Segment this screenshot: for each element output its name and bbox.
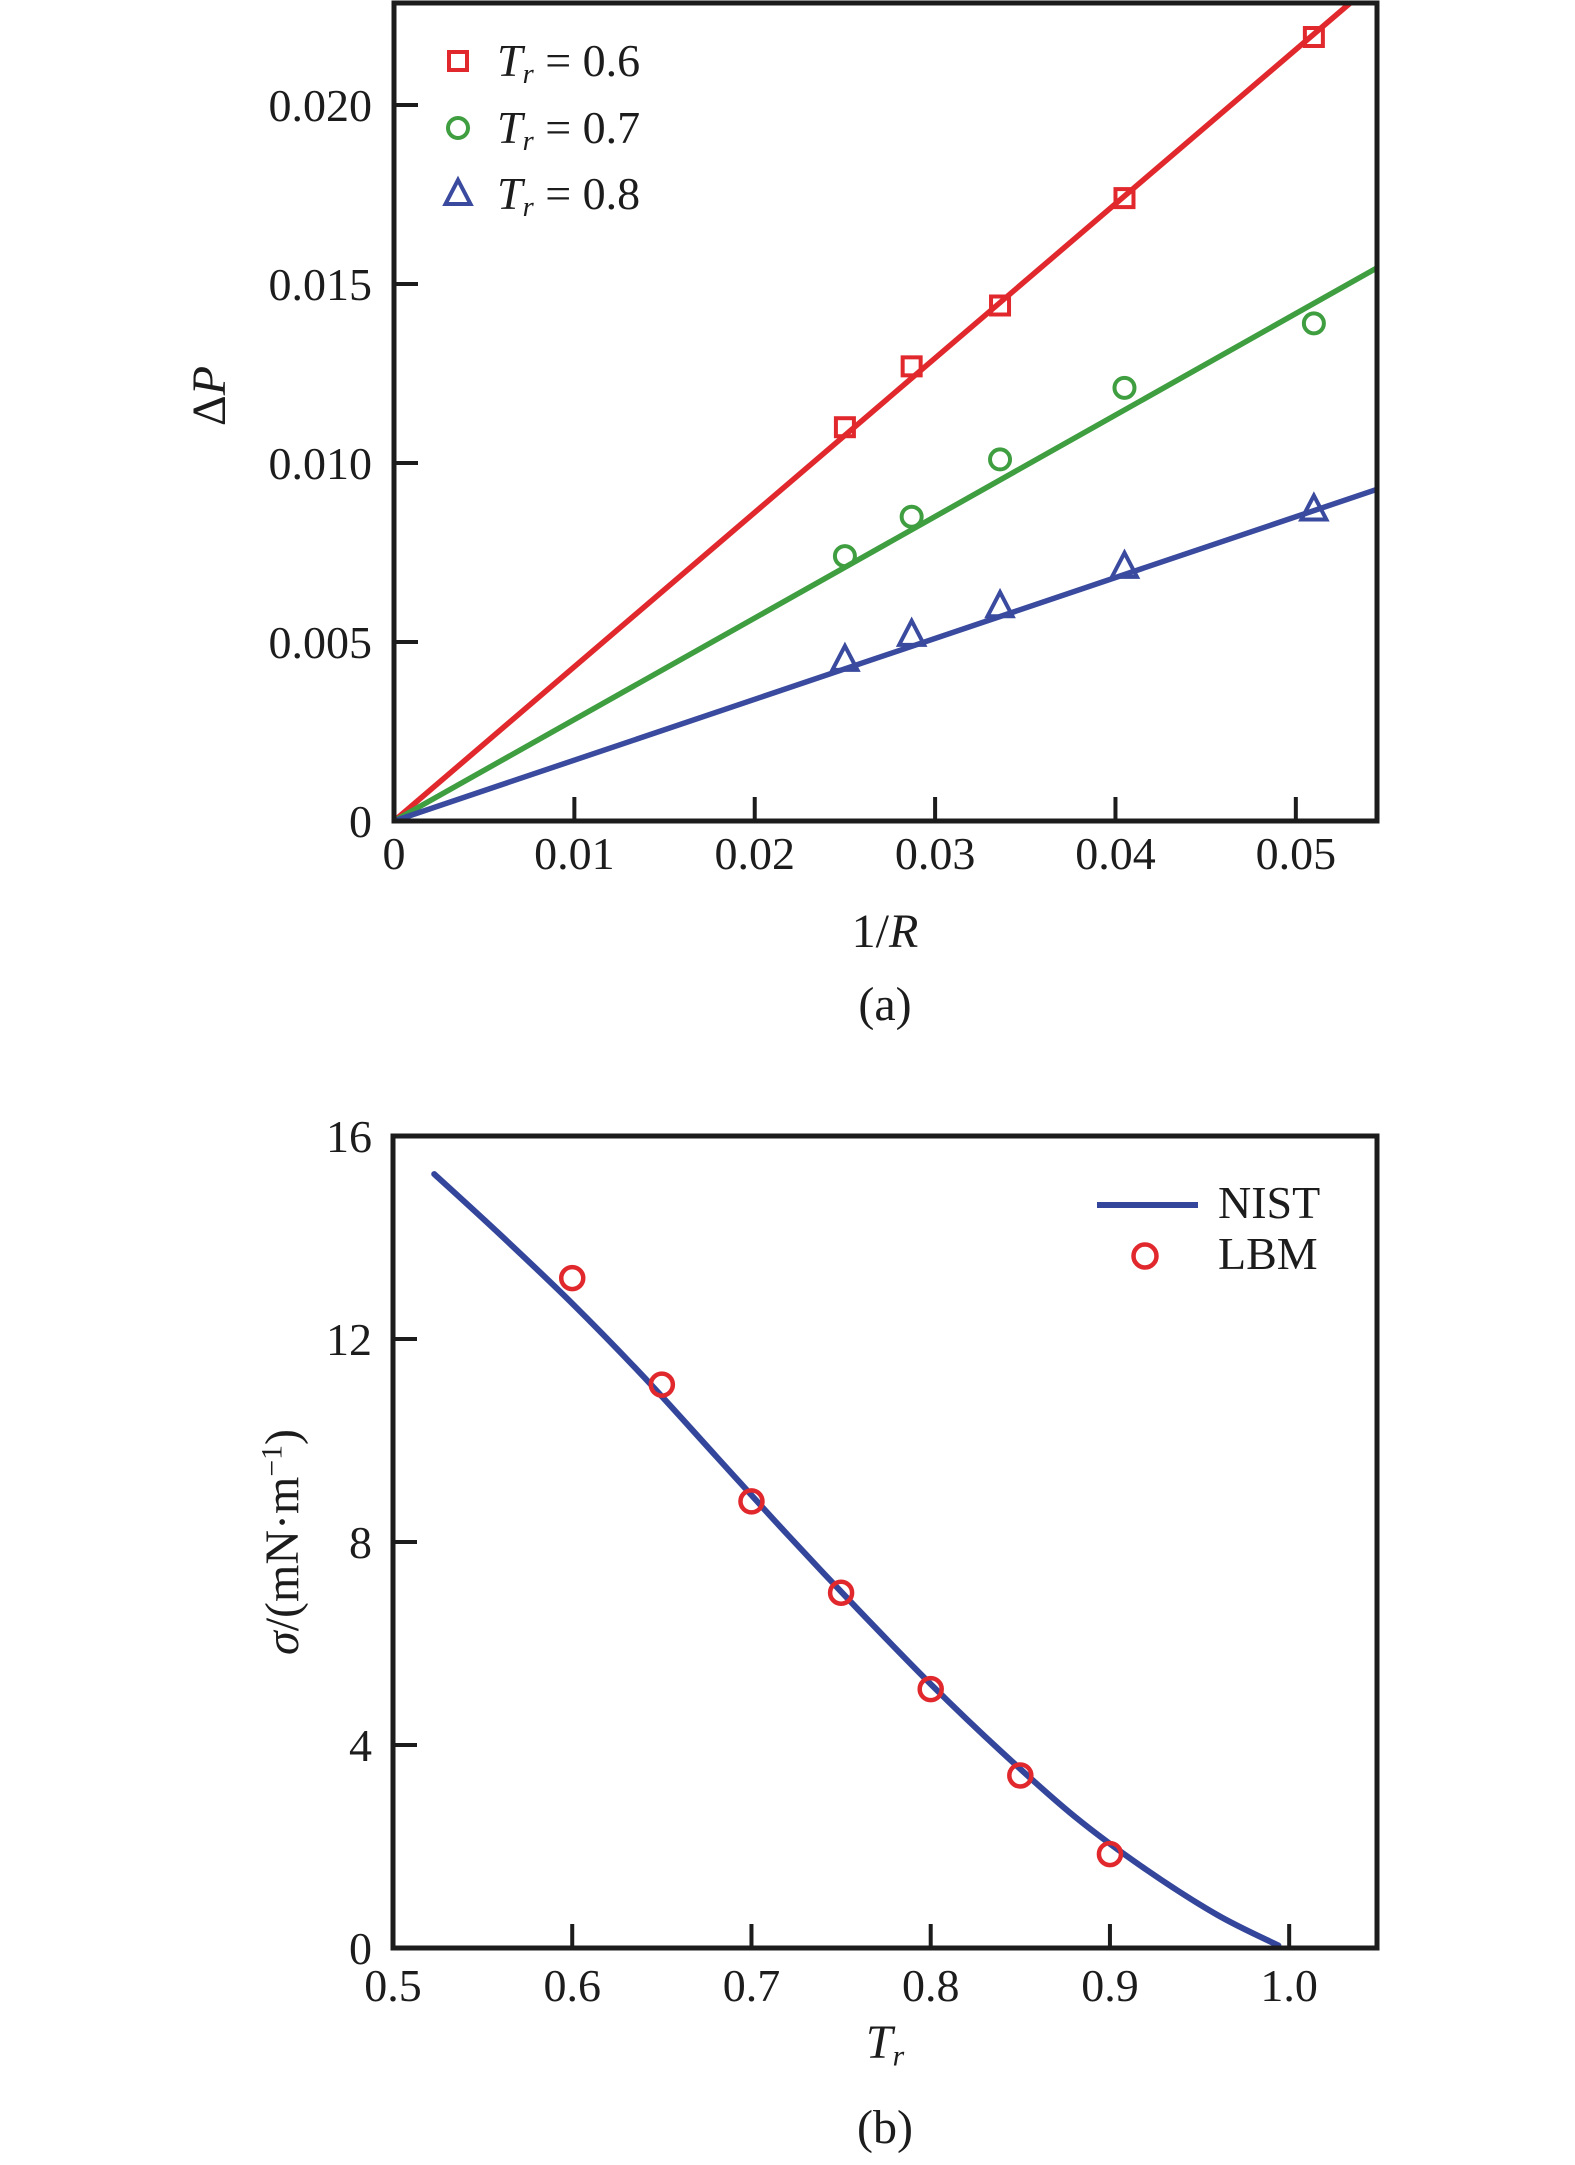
circle-marker xyxy=(827,1579,855,1606)
legend-a-item-1: Tr = 0.7 xyxy=(497,102,641,158)
circle-marker xyxy=(446,116,470,140)
caption-a: (a) xyxy=(858,978,912,1031)
series-tr-0-6 xyxy=(392,0,1353,824)
square-marker xyxy=(833,416,856,439)
tick-label: 0.7 xyxy=(723,1960,781,2011)
legend-b-item-1: LBM xyxy=(1218,1228,1318,1279)
legend-a-item-0: Tr = 0.6 xyxy=(497,35,641,91)
triangle-marker xyxy=(1298,491,1330,522)
square-marker xyxy=(1302,26,1325,49)
tick-label: 0.01 xyxy=(534,828,615,879)
tick-label: 0.8 xyxy=(902,1960,960,2011)
triangle-marker xyxy=(829,641,861,672)
fit-line xyxy=(392,265,1379,824)
tick-label: 0.02 xyxy=(714,828,795,879)
series-tr-0-7 xyxy=(392,265,1379,824)
legend-a-item-2: Tr = 0.8 xyxy=(497,168,641,224)
triangle-marker xyxy=(442,175,474,206)
circle-marker xyxy=(917,1675,944,1703)
fit-line xyxy=(393,486,1378,824)
tick-label: 0 xyxy=(349,796,372,847)
tick-label: 16 xyxy=(326,1111,372,1162)
tick-label: 0.03 xyxy=(895,828,976,879)
series-lbm xyxy=(558,1264,1124,1868)
tick-label: 0.015 xyxy=(269,259,373,310)
square-marker xyxy=(900,355,923,378)
chart-a: 0 0.01 0.02 0.03 0.04 0.05 0 0.005 0.010 0.015 0.0… xyxy=(269,0,1380,879)
curve-line xyxy=(431,1171,1282,1949)
tick-label: 0.010 xyxy=(269,438,373,489)
legend-a-markers xyxy=(442,50,474,206)
tick-label: 1.0 xyxy=(1260,1960,1318,2011)
legend-b-markers xyxy=(1097,1202,1198,1270)
circle-marker xyxy=(1301,311,1326,336)
y-axis-label-a: ΔP xyxy=(183,365,236,427)
tick-label: 0.05 xyxy=(1256,828,1337,879)
x-axis-label-b: Tr xyxy=(865,2016,905,2073)
triangle-marker xyxy=(1108,548,1141,579)
triangle-marker xyxy=(984,587,1016,619)
tick-label: 0 xyxy=(349,1923,372,1974)
tick-label: 12 xyxy=(326,1314,372,1365)
square-marker xyxy=(447,50,469,72)
tick-label: 0.5 xyxy=(364,1960,422,2011)
tick-label: 0.020 xyxy=(269,80,373,131)
tick-label: 8 xyxy=(349,1517,372,1568)
square-marker xyxy=(1113,187,1136,210)
plot-box xyxy=(391,0,1380,824)
circle-marker xyxy=(1096,1840,1124,1868)
series-tr-0-8 xyxy=(393,486,1378,824)
ticks-a: 0 0.01 0.02 0.03 0.04 0.05 0 0.005 0.010 0.015 0.0… xyxy=(269,80,1337,879)
caption-b: (b) xyxy=(857,2101,913,2154)
fit-line xyxy=(392,0,1353,824)
circle-marker xyxy=(899,504,924,529)
square-marker xyxy=(989,294,1012,317)
circle-marker xyxy=(832,544,857,569)
ticks-b: 0.5 0.6 0.7 0.8 0.9 1.0 0 4 8 12 16 xyxy=(326,1111,1318,2011)
plot-box xyxy=(390,1133,1380,1951)
series-nist xyxy=(431,1171,1282,1949)
chart-b: 0.5 0.6 0.7 0.8 0.9 1.0 0 4 8 12 16 xyxy=(326,1111,1380,2011)
y-axis-label-b: σ/(mN·m−1) xyxy=(255,1429,309,1655)
legend-circle-sample xyxy=(1131,1242,1159,1270)
tick-label: 0.04 xyxy=(1075,828,1156,879)
tick-label: 0.005 xyxy=(269,617,373,668)
circle-marker xyxy=(988,447,1013,472)
legend-b-item-0: NIST xyxy=(1218,1177,1321,1228)
tick-label: 4 xyxy=(349,1720,372,1771)
x-axis-label-a: 1/R xyxy=(851,905,919,958)
triangle-marker xyxy=(895,616,928,647)
tick-label: 0.6 xyxy=(543,1960,601,2011)
circle-marker xyxy=(1112,375,1137,400)
circle-marker xyxy=(648,1371,676,1398)
circle-marker xyxy=(1007,1762,1034,1789)
tick-label: 0.9 xyxy=(1081,1960,1139,2011)
tick-label: 0 xyxy=(383,828,406,879)
circle-marker xyxy=(738,1488,765,1515)
circle-marker xyxy=(558,1264,586,1292)
